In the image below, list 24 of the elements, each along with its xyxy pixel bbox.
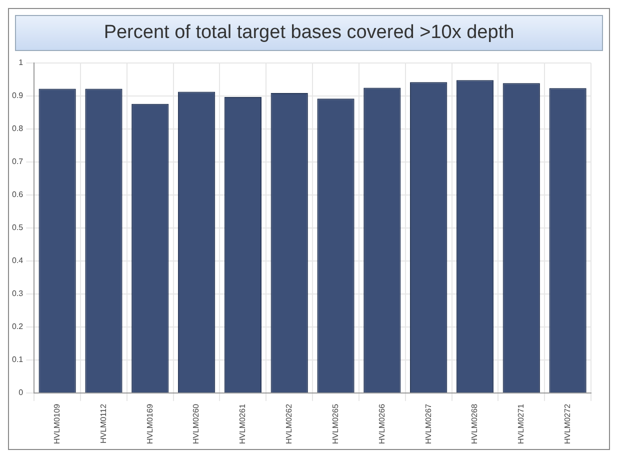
- y-tick-label: 0.1: [12, 355, 24, 364]
- x-tick-label: HVLM0169: [145, 403, 154, 444]
- x-tick-label: HVLM0267: [424, 403, 433, 444]
- y-tick-label: 0.8: [12, 124, 24, 134]
- y-tick-label: 0.7: [12, 157, 24, 166]
- y-tick-label: 0.3: [12, 289, 24, 298]
- chart-title: Percent of total target bases covered >10x depth: [15, 15, 603, 51]
- y-tick-label: 0.5: [12, 223, 24, 232]
- x-tick-label: HVLM0260: [192, 403, 201, 444]
- y-tick-label: 0.4: [12, 256, 24, 266]
- x-tick-label: HVLM0268: [470, 403, 480, 444]
- y-tick-label: 0.6: [12, 190, 24, 200]
- y-tick-label: 0: [18, 388, 24, 398]
- x-tick-label: HVLM0265: [330, 403, 340, 444]
- x-tick-label: HVLM0272: [563, 403, 572, 444]
- y-tick-label: 0.2: [12, 322, 24, 332]
- x-tick-label: HVLM0266: [377, 403, 386, 444]
- x-tick-label: HVLM0262: [284, 403, 294, 444]
- x-tick-label: HVLM0112: [98, 403, 108, 444]
- x-tick-label: HVLM0271: [516, 403, 526, 444]
- x-tick-label: HVLM0109: [52, 403, 62, 444]
- y-tick-label: 0.9: [12, 91, 24, 100]
- y-tick-label: 1: [18, 58, 24, 68]
- x-tick-label: HVLM0261: [238, 403, 248, 444]
